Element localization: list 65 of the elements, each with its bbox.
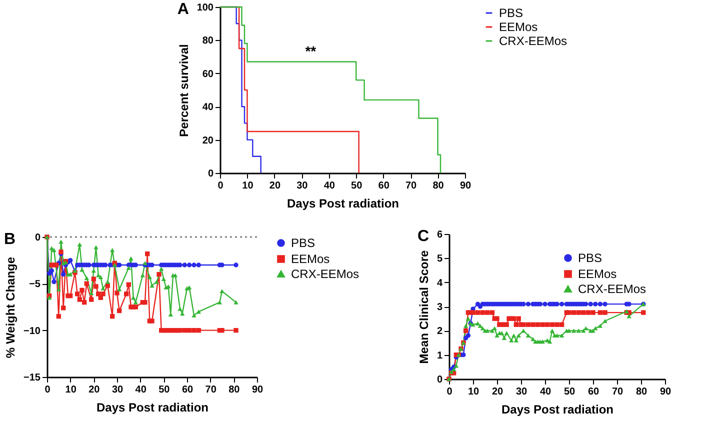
x-tick-label: 30 — [296, 180, 308, 192]
x-tick-label: 60 — [588, 386, 600, 398]
x-tick-label: 0 — [446, 386, 453, 398]
y-tick-label: 0 — [208, 168, 214, 180]
x-tick-label: 20 — [269, 180, 281, 192]
x-tick-label: 10 — [242, 180, 254, 192]
x-tick-label: 80 — [636, 386, 648, 398]
x-tick-label: 20 — [88, 384, 100, 396]
y-axis-title: % Weight Change — [4, 256, 18, 358]
chart-title: B — [4, 231, 16, 248]
x-tick-label: 60 — [378, 180, 390, 192]
legend-label: PBS — [499, 6, 524, 20]
legend-label: CRX-EEMos — [499, 34, 568, 48]
y-axis-title: Percent survival — [176, 44, 191, 137]
y-tick-label: 1 — [436, 350, 443, 362]
x-tick-label: 10 — [65, 384, 77, 396]
x-tick-label: 80 — [228, 384, 240, 396]
y-tick-label: 0 — [34, 232, 41, 244]
legend-label: CRX-EEMos — [291, 267, 360, 281]
x-tick-label: 20 — [492, 386, 504, 398]
x-axis-title: Days Post radiation — [286, 196, 400, 210]
y-tick-label: 100 — [196, 2, 214, 14]
x-tick-label: 40 — [135, 384, 147, 396]
x-tick-label: 30 — [516, 386, 528, 398]
y-tick-label: 0 — [436, 374, 443, 386]
y-tick-label: 3 — [436, 302, 443, 313]
x-tick-label: 30 — [112, 384, 124, 396]
x-tick-label: 50 — [564, 386, 576, 398]
x-tick-label: 0 — [44, 384, 51, 396]
x-tick-label: 10 — [468, 386, 480, 398]
x-tick-label: 0 — [218, 180, 224, 192]
x-tick-label: 60 — [182, 384, 194, 396]
chart-title: A — [177, 1, 190, 18]
y-tick-label: −15 — [24, 372, 41, 384]
x-tick-label: 90 — [252, 384, 264, 396]
x-tick-label: 40 — [540, 386, 552, 398]
y-tick-label: 5 — [436, 254, 443, 265]
y-tick-label: 4 — [436, 278, 443, 289]
y-tick-label: 40 — [202, 102, 214, 114]
legend-label: EEMos — [578, 267, 617, 281]
y-axis-title: Mean Clinical Score — [416, 250, 431, 364]
x-tick-label: 90 — [660, 386, 672, 398]
y-tick-label: 6 — [436, 230, 443, 240]
annotation: ** — [305, 42, 317, 59]
x-tick-label: 40 — [324, 180, 336, 192]
legend-label: EEMos — [291, 252, 330, 266]
y-tick-label: −10 — [24, 326, 41, 337]
y-tick-label: −5 — [29, 279, 41, 290]
x-tick-label: 50 — [158, 384, 170, 396]
x-tick-label: 70 — [405, 180, 418, 192]
y-tick-label: 20 — [202, 135, 214, 146]
legend-label: CRX-EEMos — [578, 282, 646, 296]
legend-label: PBS — [291, 236, 316, 250]
x-tick-label: 70 — [205, 384, 217, 396]
chart-title: C — [417, 228, 430, 245]
legend-label: EEMos — [499, 20, 538, 34]
x-tick-label: 90 — [460, 180, 472, 192]
x-axis-title: Days Post radiation — [501, 402, 614, 416]
x-tick-label: 50 — [351, 180, 363, 192]
y-tick-label: 2 — [436, 326, 443, 338]
y-tick-label: 80 — [202, 36, 214, 47]
x-tick-label: 70 — [612, 386, 624, 398]
legend-label: PBS — [578, 251, 602, 265]
y-tick-label: 60 — [202, 68, 214, 80]
x-axis-title: Days Post radiation — [96, 400, 209, 414]
